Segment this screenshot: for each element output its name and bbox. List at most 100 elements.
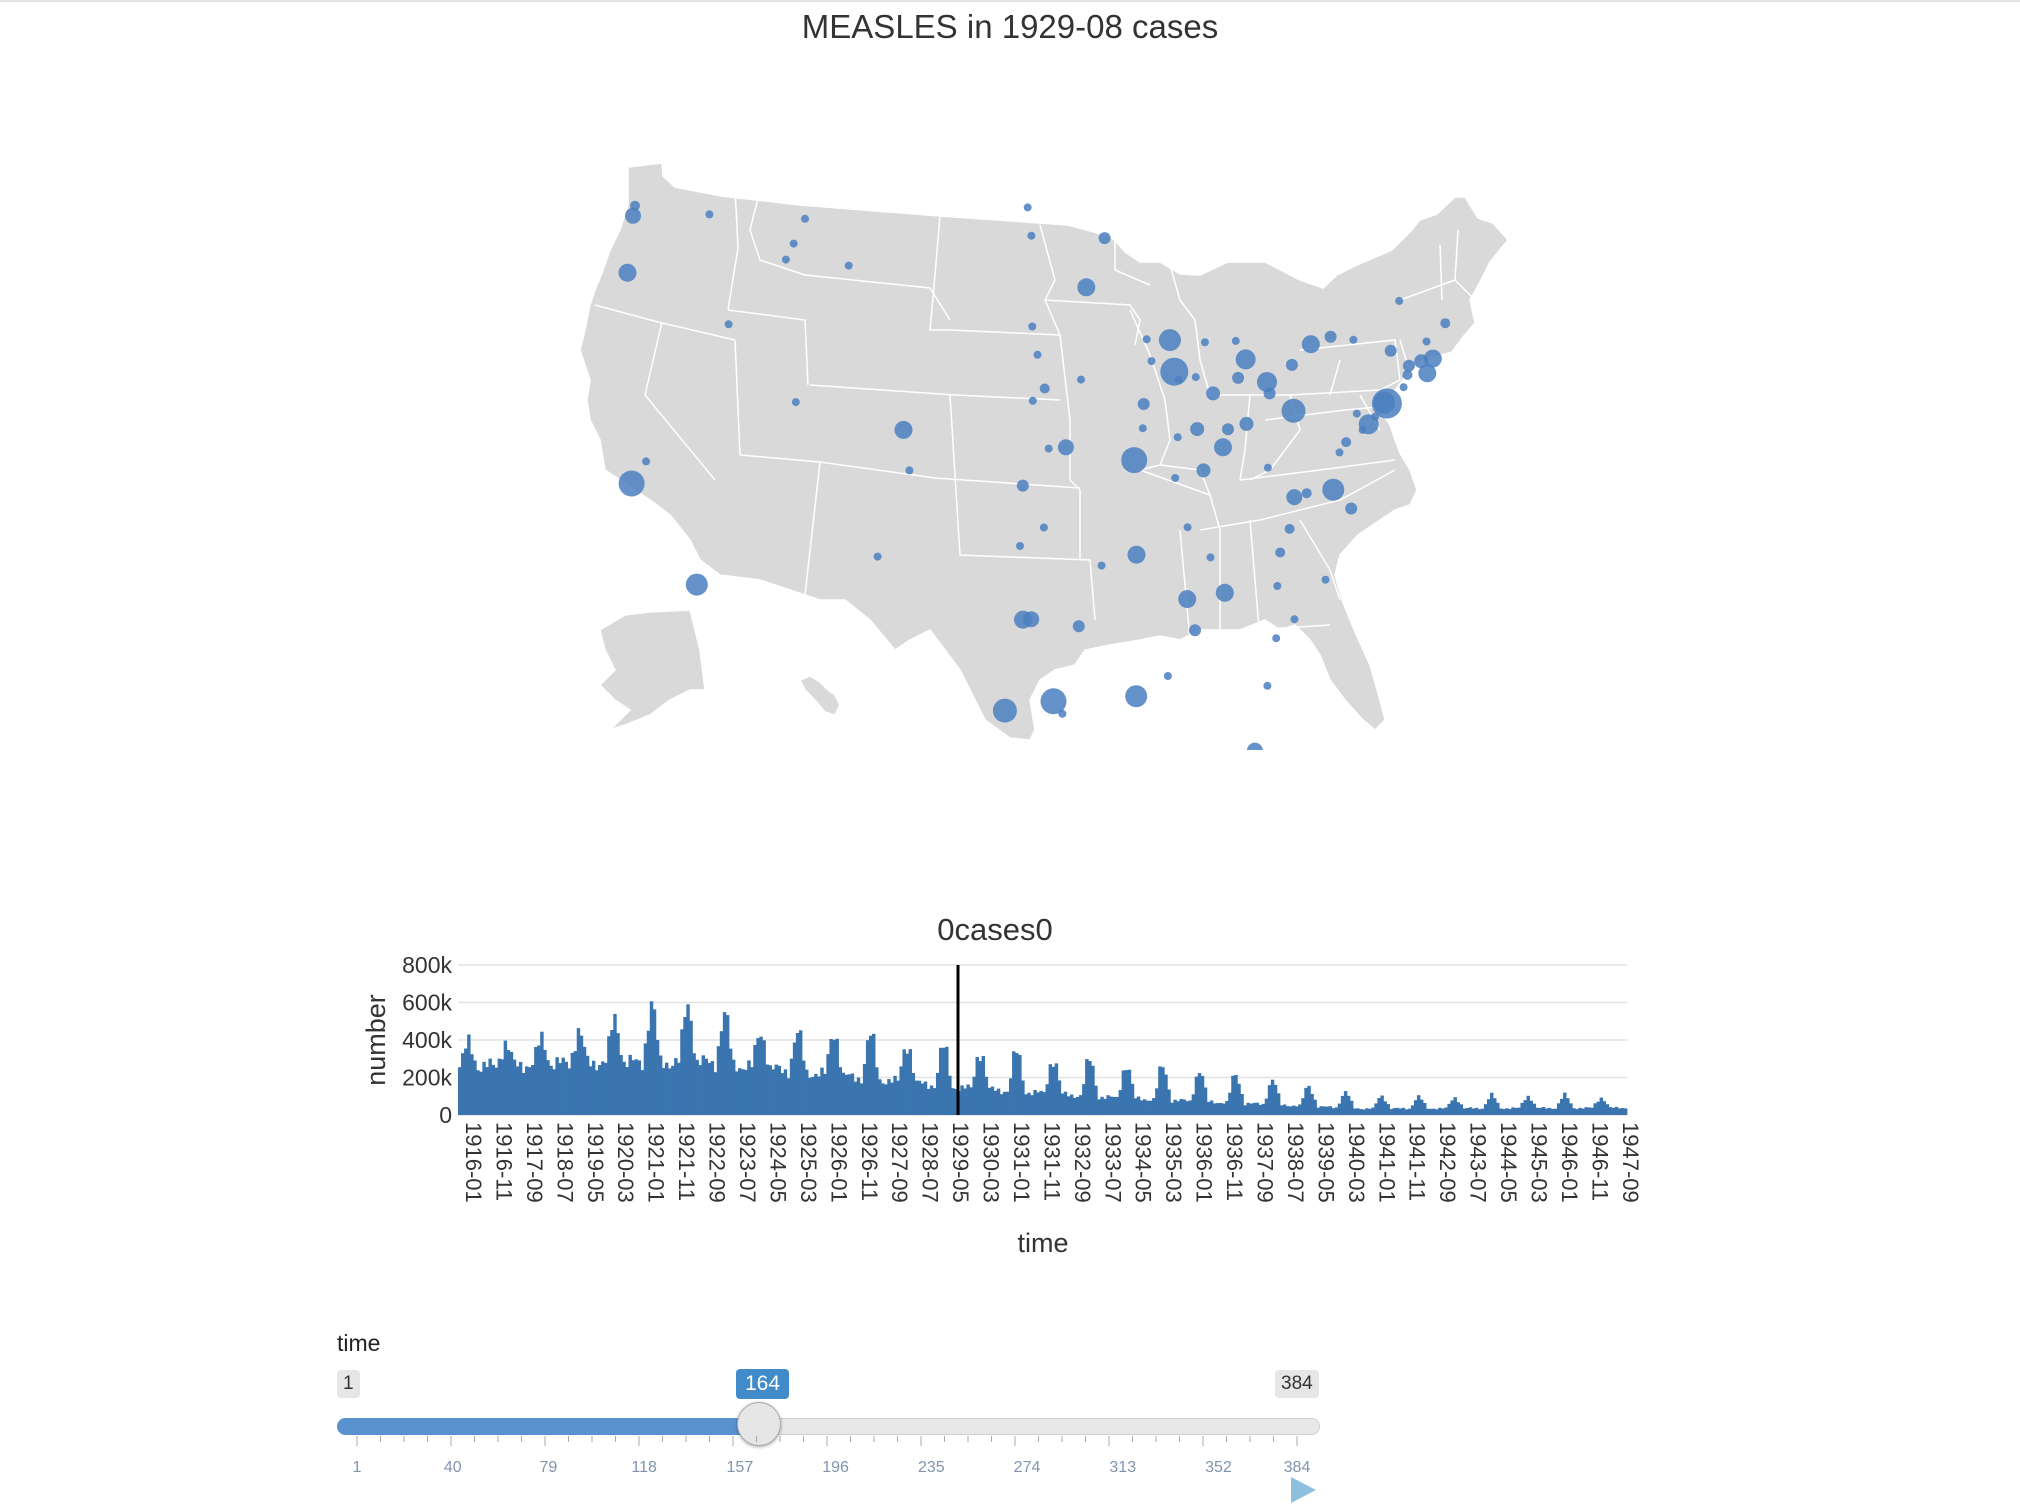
city-bubble[interactable]: Fort Wayne [1206,386,1221,401]
city-bubble[interactable]: Salt Lake City [791,398,800,407]
city-bubble[interactable]: Akron [1263,387,1276,400]
city-bubble[interactable]: Atlanta [1215,583,1234,602]
city-bubble[interactable]: Albuquerque [873,552,882,561]
city-bubble[interactable]: Portland ME [1440,318,1451,329]
city-bubble[interactable]: Columbus [1239,416,1254,431]
city-bubble[interactable]: Rockford [1147,357,1156,366]
city-bubble[interactable]: Columbia [1273,582,1282,590]
city-bubble[interactable]: Toledo [1232,371,1245,384]
city-bubble[interactable]: Topeka [1044,444,1053,453]
city-bubble[interactable]: Cleveland [1257,372,1277,392]
city-bubble[interactable]: Montgomery [1189,624,1201,637]
city-bubble[interactable]: Buffalo [1301,335,1320,354]
city-bubble[interactable]: Tulsa [1039,523,1048,532]
city-bubble[interactable]: Indianapolis [1190,422,1205,437]
city-bubble[interactable]: Springfield IL [1138,424,1147,433]
city-bubble[interactable]: Helena [789,239,798,248]
city-bubble[interactable]: San Antonio [992,698,1017,723]
city-bubble[interactable]: Albany [1384,344,1397,357]
city-bubble[interactable]: Jacksonville [1263,681,1272,690]
city-bubble[interactable]: Des Moines [1077,375,1085,384]
city-bubble[interactable]: Manchester [1422,337,1431,346]
city-bubble[interactable]: Peoria [1137,398,1150,410]
city-bubble[interactable]: Lynchburg [1301,488,1312,499]
city-bubble[interactable]: Tampa [1246,742,1263,750]
city-bubble[interactable]: Boise [724,320,733,329]
city-bubble[interactable]: Norfolk [1345,502,1358,515]
city-bubble[interactable]: Milwaukee [1158,329,1181,352]
city-bubble[interactable]: Billings [844,261,853,270]
city-bubble[interactable]: Evansville [1171,474,1180,482]
city-bubble[interactable]: Duluth [1098,232,1111,245]
city-bubble[interactable]: Sioux City [1033,350,1042,359]
city-bubble[interactable]: Pittsburgh [1281,398,1306,423]
city-bubble[interactable]: Houston [1040,688,1067,715]
city-bubble[interactable]: Grand Rapids [1200,338,1209,347]
city-bubble[interactable]: Oklahoma City [1016,542,1024,550]
city-bubble[interactable]: Lincoln [1028,396,1037,405]
city-bubble[interactable]: Fargo [1027,231,1036,240]
city-bubble[interactable]: Erie [1285,358,1298,371]
city-bubble[interactable]: Minneapolis [1077,278,1096,297]
city-bubble[interactable]: Great Falls [801,214,809,223]
city-bubble[interactable]: Shreveport [1072,620,1085,633]
city-bubble[interactable]: Washington [1335,448,1344,457]
city-bubble[interactable]: Charleston SC [1290,615,1299,624]
city-bubble[interactable]: Detroit [1235,349,1256,370]
city-bubble[interactable]: New Haven [1399,383,1408,392]
city-bubble[interactable]: San Francisco [618,470,645,497]
city-bubble[interactable]: Little Rock [1097,561,1106,570]
city-bubble[interactable]: Dayton [1222,423,1234,436]
city-bubble[interactable]: Boston [1423,349,1442,368]
play-icon[interactable] [1291,1477,1316,1503]
city-bubble[interactable]: Butte [781,255,790,264]
city-bubble[interactable]: Los Angeles [685,573,708,596]
city-bubble[interactable]: Nashville [1183,523,1192,532]
city-bubble[interactable]: St. Louis [1121,447,1148,474]
city-bubble[interactable]: Omaha [1039,383,1050,394]
city-bubble[interactable]: Memphis [1127,545,1146,564]
city-bubble[interactable]: Gary [1174,375,1183,384]
city-bubble[interactable]: Flint [1231,336,1240,345]
city-bubble[interactable]: Fort Worth [1014,610,1032,629]
city-bubble[interactable]: Mobile [1163,672,1172,680]
city-bubble[interactable]: Providence [1418,364,1437,383]
city-bubble[interactable]: Wilmington [1358,425,1367,434]
city-bubble[interactable]: South Bend [1191,373,1200,382]
city-bubble[interactable]: Grand Forks [1023,203,1032,212]
city-bubble[interactable]: Roanoke [1286,489,1303,506]
city-bubble[interactable]: Seattle [625,207,641,224]
city-bubble[interactable]: Cincinnati [1214,438,1232,457]
city-bubble[interactable]: Springfield MA [1402,359,1415,372]
city-bubble[interactable]: Hartford [1402,369,1413,380]
city-bubble[interactable]: Richmond [1322,478,1345,501]
city-bubble[interactable]: Everett [630,200,640,211]
city-bubble[interactable]: Winston-Salem [1284,523,1295,534]
city-bubble[interactable]: Rochester [1324,330,1337,343]
city-bubble[interactable]: Reading [1352,409,1361,418]
city-bubble[interactable]: Wichita [1016,479,1029,492]
city-bubble[interactable]: Denver [894,420,913,439]
city-bubble[interactable]: Chicago [1160,357,1189,386]
city-bubble[interactable]: Charlotte [1275,547,1286,558]
city-bubble[interactable]: Kansas City [1057,439,1074,456]
city-bubble[interactable]: Louisville [1196,463,1211,478]
city-bubble[interactable]: Galveston [1058,709,1067,718]
city-bubble[interactable]: Savannah [1272,634,1281,643]
city-bubble[interactable]: Sacramento [642,457,651,466]
city-bubble[interactable]: Burlington [1395,296,1404,305]
city-bubble[interactable]: Madison [1142,335,1151,344]
city-bubble[interactable]: Charleston WV [1263,463,1272,472]
city-bubble[interactable]: Newark [1373,391,1396,414]
time-slider-handle[interactable] [737,1402,781,1446]
city-bubble[interactable]: Chattanooga [1206,553,1215,562]
city-bubble[interactable]: Syracuse [1349,335,1358,344]
city-bubble[interactable]: Pueblo [905,466,914,475]
city-bubble[interactable]: Wilmington NC [1321,575,1330,584]
city-bubble[interactable]: Spokane [705,210,714,219]
city-bubble[interactable]: Birmingham [1178,590,1197,609]
city-bubble[interactable]: Terre Haute [1173,433,1182,442]
city-bubble[interactable]: New Orleans [1125,685,1148,708]
city-bubble[interactable]: Portland [618,263,637,282]
city-bubble[interactable]: Baltimore [1341,437,1352,448]
